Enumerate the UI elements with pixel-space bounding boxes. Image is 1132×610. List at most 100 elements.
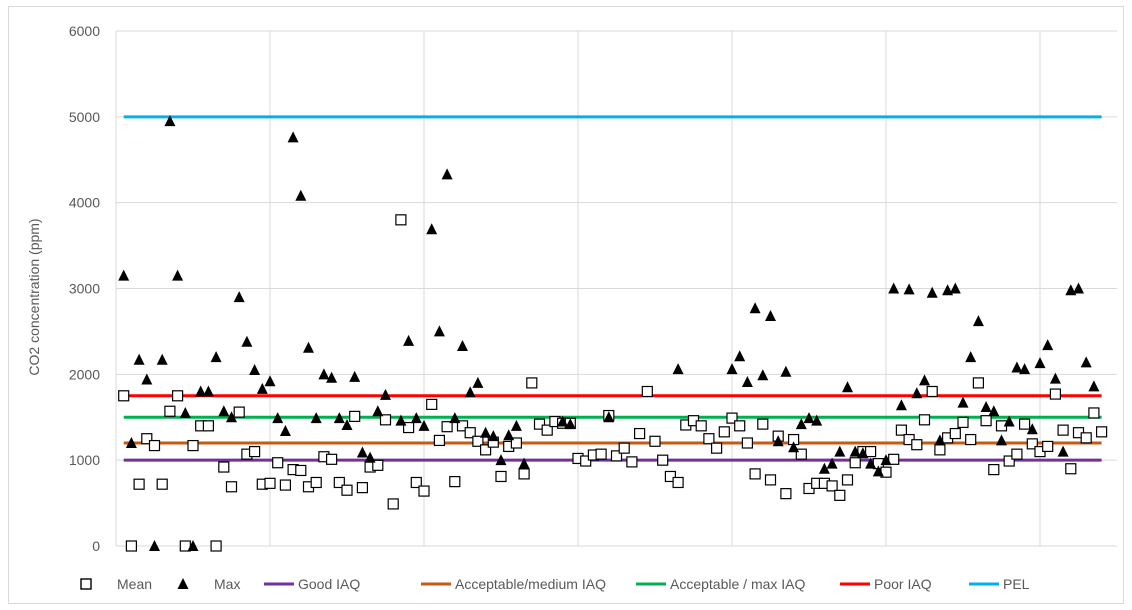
- max-point: [842, 381, 853, 393]
- mean-point: [372, 459, 384, 471]
- max-point: [988, 405, 1000, 417]
- mean-point: [356, 482, 368, 494]
- max-point: [179, 406, 191, 418]
- max-point: [395, 414, 407, 426]
- max-point: [372, 405, 384, 417]
- legend-label: Good IAQ: [298, 576, 360, 592]
- max-point: [426, 223, 438, 235]
- max-point: [1073, 282, 1084, 294]
- mean-point: [672, 476, 684, 489]
- mean-point: [279, 479, 291, 491]
- max-point: [1080, 356, 1092, 368]
- max-point: [233, 291, 245, 303]
- legend-item-max: Max: [177, 576, 240, 592]
- max-point: [156, 353, 168, 365]
- mean-point: [626, 456, 638, 468]
- max-point: [433, 325, 445, 337]
- mean-point: [164, 405, 176, 417]
- max-point: [310, 412, 322, 424]
- max-point: [857, 447, 869, 459]
- max-point: [503, 429, 515, 441]
- mean-point: [934, 444, 946, 456]
- mean-point: [1042, 440, 1054, 453]
- mean-point: [333, 476, 345, 489]
- max-point: [965, 351, 977, 363]
- mean-point: [695, 420, 707, 432]
- legend-item-mean: Mean: [80, 576, 152, 592]
- y-tick-label: 5000: [69, 109, 100, 125]
- max-point: [980, 400, 992, 412]
- mean-point: [864, 445, 877, 458]
- mean-point: [641, 385, 653, 398]
- max-point: [749, 302, 761, 314]
- mean-point: [125, 540, 138, 552]
- mean-point: [272, 457, 284, 469]
- max-point: [279, 424, 291, 436]
- legend-label: Poor IAQ: [874, 576, 932, 592]
- max-point: [557, 415, 569, 427]
- y-axis-label: CO2 concentration (ppm): [26, 218, 42, 375]
- max-point: [811, 414, 823, 426]
- mean-point: [826, 480, 838, 492]
- mean-point: [510, 437, 522, 449]
- y-tick-label: 3000: [69, 281, 100, 297]
- mean-point: [664, 470, 677, 483]
- max-point: [495, 454, 507, 466]
- max-point: [1088, 380, 1100, 392]
- mean-point: [703, 433, 715, 445]
- legend-label: Max: [214, 576, 240, 592]
- max-point: [195, 385, 207, 397]
- max-point: [734, 350, 746, 362]
- mean-point: [957, 416, 969, 428]
- mean-point: [1011, 448, 1023, 460]
- mean-point: [965, 433, 977, 446]
- mean-point: [911, 439, 923, 451]
- max-point: [1057, 445, 1069, 457]
- max-point: [172, 269, 184, 281]
- max-point: [1042, 339, 1054, 351]
- mean-point: [349, 410, 361, 422]
- max-point: [865, 457, 877, 469]
- max-point: [726, 363, 738, 375]
- max-point: [834, 445, 846, 457]
- max-point: [264, 375, 276, 387]
- mean-point: [156, 478, 168, 490]
- mean-point: [849, 457, 861, 469]
- mean-point: [1095, 426, 1108, 438]
- mean-point: [387, 498, 399, 510]
- mean-point: [456, 420, 469, 432]
- mean-point: [1026, 438, 1038, 450]
- mean-point: [464, 427, 476, 439]
- mean-point: [726, 412, 738, 424]
- max-point: [202, 385, 214, 397]
- max-point: [464, 386, 476, 398]
- y-tick-label: 6000: [69, 23, 100, 39]
- max-point: [780, 365, 792, 377]
- legend-item-pel: PEL: [969, 576, 1030, 592]
- y-tick-label: 2000: [69, 366, 100, 382]
- mean-point: [595, 448, 607, 460]
- max-point: [1019, 363, 1031, 375]
- legend-label: PEL: [1003, 576, 1030, 592]
- max-point: [472, 376, 484, 388]
- mean-point: [1080, 432, 1092, 444]
- gridlines: [115, 30, 1117, 547]
- max-point: [241, 335, 253, 347]
- max-point: [1034, 357, 1046, 369]
- max-point: [849, 445, 861, 457]
- max-point: [818, 462, 830, 474]
- max-point: [218, 405, 230, 417]
- max-point: [872, 465, 884, 477]
- mean-point: [649, 435, 661, 447]
- mean-point: [118, 390, 130, 402]
- max-point: [118, 269, 130, 281]
- mean-point: [895, 424, 908, 436]
- mean-point: [741, 437, 754, 449]
- max-point: [487, 430, 499, 442]
- max-point: [788, 441, 800, 453]
- legend-label: Acceptable/medium IAQ: [455, 576, 606, 592]
- max-point: [380, 388, 391, 400]
- mean-point: [580, 455, 592, 467]
- max-point: [957, 396, 969, 408]
- max-point: [441, 168, 453, 180]
